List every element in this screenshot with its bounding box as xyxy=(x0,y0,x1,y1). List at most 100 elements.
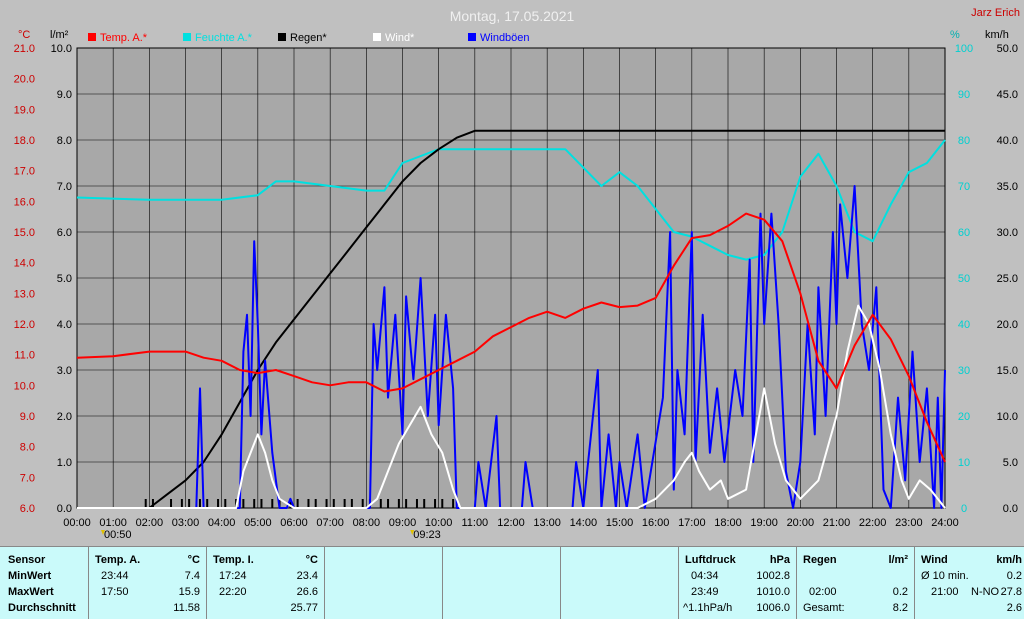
stats-col-empty-2 xyxy=(442,547,560,619)
wind-tick-label: 30.0 xyxy=(997,227,1018,239)
stats-sensor-header: Sensor xyxy=(8,554,46,566)
legend-swatch-temp xyxy=(88,33,96,41)
humidity-tick-label: 80 xyxy=(958,135,970,147)
x-tick-label: 19:00 xyxy=(750,517,778,529)
x-tick-label: 07:00 xyxy=(316,517,344,529)
wind-tick-label: 45.0 xyxy=(997,89,1018,101)
humidity-tick-label: 30 xyxy=(958,365,970,377)
stats-panel: Sensor MinWert MaxWert Durchschnitt Temp… xyxy=(0,546,1024,619)
wind-tick-label: 10.0 xyxy=(997,411,1018,423)
legend-label-gust: Windböen xyxy=(480,32,530,44)
stats-temp-i-avg: 25.77 xyxy=(290,602,318,614)
stats-wind-header: Wind xyxy=(921,554,948,566)
stats-temp-i-min-time: 17:24 xyxy=(219,570,247,582)
chart-author: Jarz Erich xyxy=(971,7,1020,19)
rain-tick-label: 5.0 xyxy=(57,273,72,285)
rain-tick-label: 4.0 xyxy=(57,319,72,331)
stats-temp-a-header: Temp. A. xyxy=(95,554,141,566)
rain-tick-label: 0.0 xyxy=(57,503,72,515)
stats-wind-avg: 2.6 xyxy=(1006,602,1022,614)
temp-tick-label: 19.0 xyxy=(14,104,35,116)
humidity-tick-label: 100 xyxy=(955,43,973,55)
wind-tick-label: 15.0 xyxy=(997,365,1018,377)
stats-avg-label: Durchschnitt xyxy=(8,602,76,614)
stats-pressure-min-time: 04:34 xyxy=(691,570,719,582)
stats-col-temp-a: Temp. A. °C 23:44 7.4 17:50 15.9 11.58 xyxy=(88,547,206,619)
humidity-tick-label: 0 xyxy=(961,503,967,515)
humidity-tick-label: 70 xyxy=(958,181,970,193)
temp-tick-label: 8.0 xyxy=(20,442,35,454)
stats-col-pressure: Luftdruck hPa 04:34 1002.8 23:49 1010.0 … xyxy=(678,547,796,619)
rain-tick-label: 7.0 xyxy=(57,181,72,193)
x-tick-label: 11:00 xyxy=(461,517,488,529)
stats-temp-a-max-val: 15.9 xyxy=(178,586,200,598)
temp-tick-label: 13.0 xyxy=(14,288,35,300)
stats-pressure-max-val: 1010.0 xyxy=(756,586,790,598)
legend-swatch-wind xyxy=(373,33,381,41)
x-tick-label: 00:00 xyxy=(63,517,91,529)
stats-rain-header: Regen xyxy=(803,554,837,566)
time-annotation: 00:50 xyxy=(104,529,132,541)
x-tick-label: 05:00 xyxy=(244,517,272,529)
stats-temp-i-min-val: 23.4 xyxy=(296,570,318,582)
wind-tick-label: 25.0 xyxy=(997,273,1018,285)
temp-tick-label: 21.0 xyxy=(14,43,35,55)
temp-tick-label: 10.0 xyxy=(14,380,35,392)
rain-tick-label: 10.0 xyxy=(51,43,72,55)
axes: 0.0 0 0.0 1.0 10 5.0 2.0 20 10.0 3.0 30 15.0 4.0 40 20… xyxy=(14,43,1018,541)
stats-wind-max-val: 27.8 xyxy=(1000,586,1022,598)
humidity-tick-label: 50 xyxy=(958,273,970,285)
stats-wind-avg-label: Ø 10 min. xyxy=(921,570,969,582)
legend-label-temp: Temp. A.* xyxy=(100,32,148,44)
series-line-1 xyxy=(76,139,946,261)
rain-tick-label: 3.0 xyxy=(57,365,72,377)
x-tick-label: 16:00 xyxy=(642,517,670,529)
stats-wind-max-time: 21:00 xyxy=(931,586,959,598)
stats-temp-i-unit: °C xyxy=(305,554,318,566)
temp-tick-label: 17.0 xyxy=(14,166,35,178)
stats-col-empty-1 xyxy=(324,547,442,619)
humidity-tick-label: 40 xyxy=(958,319,970,331)
x-tick-label: 04:00 xyxy=(208,517,236,529)
humidity-tick-label: 20 xyxy=(958,411,970,423)
stats-wind-unit: km/h xyxy=(996,554,1022,566)
stats-pressure-trend: ^1.1hPa/h xyxy=(683,602,733,614)
series-line-3 xyxy=(77,304,946,509)
legend: Temp. A.* Feuchte A.* Regen* Wind* Windb… xyxy=(88,32,530,44)
wind-tick-label: 20.0 xyxy=(997,319,1018,331)
stats-pressure-header: Luftdruck xyxy=(685,554,736,566)
axis-unit-rain: l/m² xyxy=(50,29,69,41)
chart-marks xyxy=(76,129,946,509)
time-annotation: 09:23 xyxy=(413,529,441,541)
stats-wind-max-dir: N-NO xyxy=(971,586,1000,598)
stats-col-sensor: Sensor MinWert MaxWert Durchschnitt xyxy=(0,547,88,619)
stats-temp-i-max-val: 26.6 xyxy=(296,586,318,598)
stats-pressure-max-time: 23:49 xyxy=(691,586,719,598)
legend-swatch-gust xyxy=(468,33,476,41)
humidity-tick-label: 60 xyxy=(958,227,970,239)
x-tick-label: 20:00 xyxy=(787,517,815,529)
x-tick-label: 08:00 xyxy=(353,517,381,529)
x-tick-label: 22:00 xyxy=(859,517,887,529)
axis-unit-temp: °C xyxy=(18,29,30,41)
temp-tick-label: 15.0 xyxy=(14,227,35,239)
stats-pressure-avg: 1006.0 xyxy=(756,602,790,614)
temp-tick-label: 14.0 xyxy=(14,258,35,270)
stats-rain-val: 0.2 xyxy=(892,586,908,598)
weather-chart: Montag, 17.05.2021 Jarz Erich °C l/m² % … xyxy=(14,7,1020,541)
stats-pressure-unit: hPa xyxy=(769,554,790,566)
chart-title: Montag, 17.05.2021 xyxy=(450,8,575,24)
x-tick-label: 12:00 xyxy=(497,517,525,529)
legend-label-rain: Regen* xyxy=(290,32,327,44)
humidity-tick-label: 10 xyxy=(958,457,970,469)
stats-col-rain: Regen l/m² 02:00 0.2 Gesamt: 8.2 xyxy=(796,547,914,619)
x-tick-label: 10:00 xyxy=(425,517,453,529)
series-line-0 xyxy=(76,212,946,463)
stats-temp-a-avg: 11.58 xyxy=(173,602,200,614)
rain-tick-label: 1.0 xyxy=(57,457,72,469)
wind-tick-label: 40.0 xyxy=(997,135,1018,147)
x-tick-label: 06:00 xyxy=(280,517,308,529)
x-tick-label: 14:00 xyxy=(570,517,598,529)
stats-temp-i-header: Temp. I. xyxy=(213,554,254,566)
stats-temp-i-max-time: 22:20 xyxy=(219,586,247,598)
